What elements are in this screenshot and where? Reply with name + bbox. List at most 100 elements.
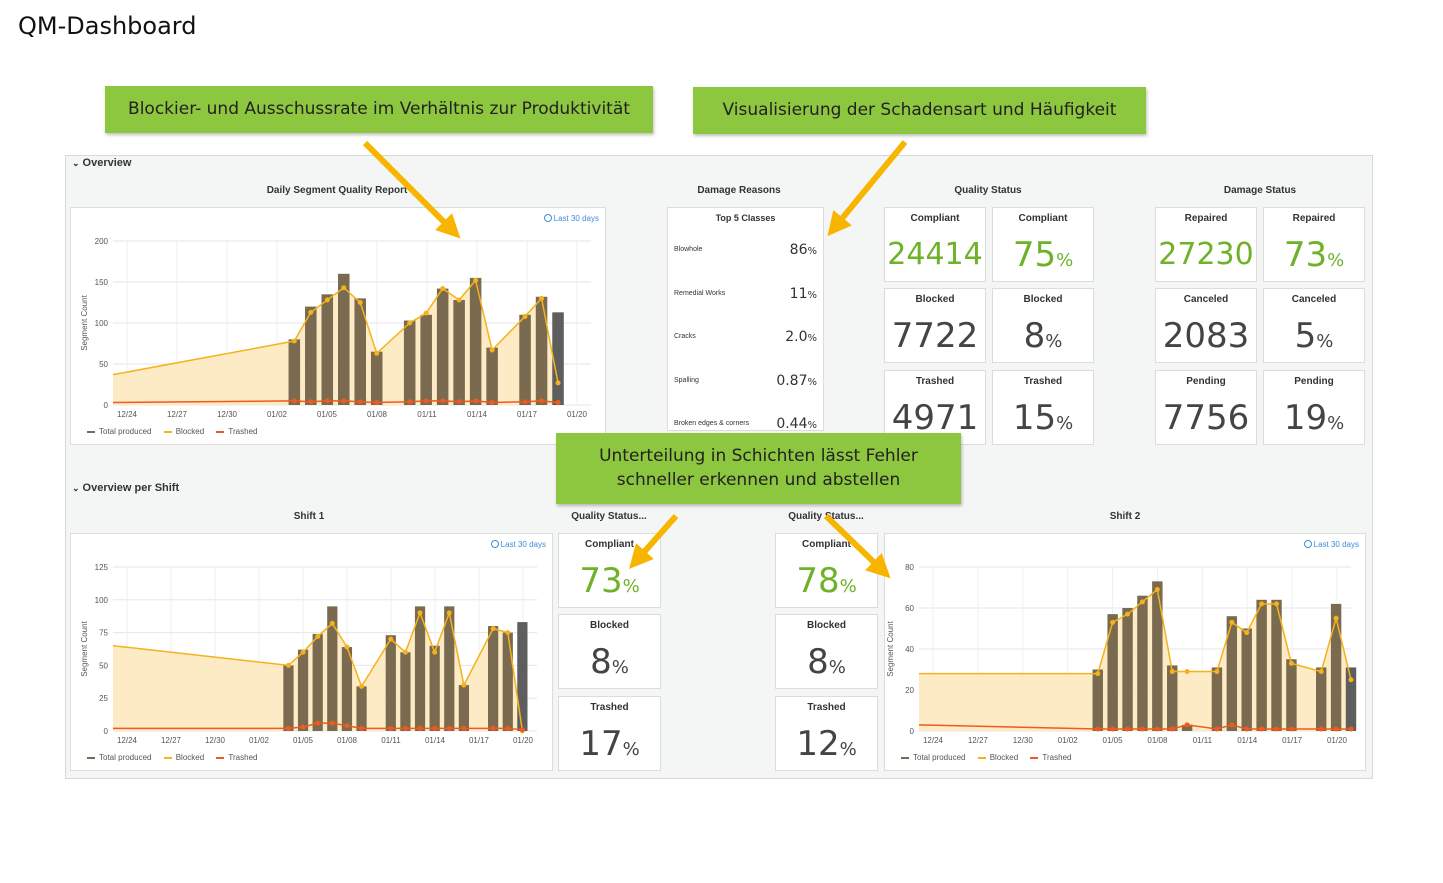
y-tick-label: 150	[95, 278, 109, 287]
stat-value: 27230	[1158, 237, 1254, 272]
time-range-picker[interactable]: Last 30 days	[1303, 540, 1359, 549]
stat-value: 7722	[891, 316, 979, 356]
stat-label: Compliant	[585, 539, 634, 550]
point-trashed	[1110, 726, 1116, 732]
callout-blocking-rate: Blockier- und Ausschussrate im Verhältni…	[105, 86, 653, 133]
damage-value: 0.44%	[776, 416, 817, 432]
point-blocked	[329, 620, 335, 626]
bar-total-produced	[414, 606, 426, 731]
time-range-picker[interactable]: Last 30 days	[490, 540, 546, 549]
damage-status-title: Damage Status	[1223, 185, 1297, 196]
section-overview-toggle[interactable]: ⌄ Overview	[72, 157, 131, 169]
legend-trashed[interactable]: Trashed	[216, 753, 257, 762]
x-tick-label: 01/08	[337, 736, 358, 745]
point-trashed	[407, 399, 413, 405]
stat-value: 73%	[1283, 235, 1345, 275]
shift1-chart: 0 25 50 75 100 125 12/24 12/27 12/30 01/02 01/05 01…	[80, 563, 537, 745]
point-trashed	[374, 400, 380, 406]
chart-legend: Total produced Blocked Trashed	[901, 753, 1081, 762]
time-range-label: Last 30 days	[553, 214, 599, 223]
legend-blocked[interactable]: Blocked	[977, 753, 1018, 762]
daily-report-panel: Last 30 days 0 50 100 150 200 12/24 12/27 12/30…	[70, 207, 606, 445]
legend-blocked[interactable]: Blocked	[163, 753, 205, 762]
legend-trashed[interactable]: Trashed	[1030, 753, 1071, 762]
point-blocked	[539, 295, 545, 301]
legend-total-produced[interactable]: Total produced	[87, 753, 151, 762]
stat-value: 75%	[1012, 235, 1074, 275]
stat-label: Compliant	[1018, 213, 1068, 224]
x-tick-label: 12/24	[117, 736, 138, 745]
stat-value: 2083	[1162, 316, 1250, 356]
shift1-title: Shift 1	[293, 511, 325, 522]
chart-legend: Total produced Blocked Trashed	[87, 427, 267, 436]
shift1-quality-status-title: Quality Status...	[571, 511, 647, 522]
point-trashed	[1214, 726, 1220, 732]
x-tick-label: 01/20	[1327, 736, 1348, 745]
stat-label: Trashed	[915, 376, 955, 387]
bar-total-produced	[486, 347, 498, 405]
y-axis-label: Segment Count	[80, 294, 89, 350]
clock-icon	[1303, 540, 1312, 548]
damage-name: Remedial Works	[674, 290, 726, 297]
point-trashed	[1169, 726, 1175, 732]
bar-total-produced	[535, 296, 548, 405]
point-trashed	[490, 725, 496, 731]
bar-total-produced	[519, 314, 531, 405]
bar-total-produced	[1286, 659, 1297, 731]
point-trashed	[344, 723, 350, 729]
x-tick-label: 01/08	[367, 410, 388, 419]
stat-value: 8%	[1023, 316, 1063, 356]
x-tick-label: 12/27	[167, 410, 188, 419]
point-blocked	[1348, 677, 1354, 683]
section-per-shift-toggle[interactable]: ⌄ Overview per Shift	[72, 482, 179, 494]
legend-blocked[interactable]: Blocked	[163, 427, 204, 436]
point-blocked	[522, 313, 528, 319]
point-trashed	[357, 399, 363, 405]
point-blocked	[1169, 669, 1175, 675]
point-trashed	[1244, 726, 1250, 732]
point-trashed	[440, 398, 446, 404]
time-range-picker[interactable]: Last 30 days	[543, 214, 599, 223]
point-blocked	[1184, 669, 1190, 675]
y-tick-label: 80	[905, 563, 914, 572]
point-trashed	[446, 725, 452, 731]
bar-total-produced	[1137, 595, 1148, 731]
point-trashed	[539, 398, 545, 404]
legend-trashed[interactable]: Trashed	[216, 427, 257, 436]
x-tick-label: 01/20	[513, 736, 534, 745]
point-trashed	[1229, 722, 1235, 728]
point-trashed	[341, 398, 347, 404]
x-tick-label: 01/11	[381, 736, 401, 745]
x-tick-label: 01/05	[1103, 736, 1124, 745]
legend-label: Blocked	[175, 753, 205, 762]
bar-total-produced	[370, 351, 383, 405]
bar-total-produced	[327, 606, 338, 731]
line-trashed	[112, 400, 559, 404]
y-tick-label: 0	[104, 727, 109, 736]
section-label: Overview	[82, 157, 132, 169]
stat-value: 24414	[887, 237, 983, 272]
shift2-title: Shift 2	[1109, 511, 1141, 522]
line-blocked	[112, 610, 524, 732]
stat-label: Trashed	[1023, 376, 1063, 387]
x-tick-label: 01/05	[317, 410, 338, 419]
bar-total-produced	[1315, 667, 1327, 731]
legend-total-produced[interactable]: Total produced	[901, 753, 965, 762]
bar-total-produced	[453, 300, 465, 405]
stat-label: Repaired	[1292, 213, 1336, 224]
bar-total-produced	[1181, 724, 1193, 731]
shift1-blocked-pct: Blocked 8%	[558, 614, 661, 689]
x-tick-label: 12/24	[923, 736, 944, 745]
legend-label: Total produced	[99, 427, 152, 436]
daily-report-chart: 0 50 100 150 200 12/24 12/27 12/30 01/02 01/05 01/…	[80, 237, 591, 419]
stat-value: 4971	[891, 398, 979, 438]
legend-label: Total produced	[913, 753, 966, 762]
point-trashed	[315, 720, 321, 726]
shift1-trashed-pct: Trashed 17%	[558, 696, 661, 771]
stat-label: Pending	[1294, 376, 1334, 387]
bar-total-produced	[283, 665, 294, 731]
legend-label: Total produced	[99, 753, 152, 762]
legend-total-produced[interactable]: Total produced	[87, 427, 151, 436]
point-blocked	[1318, 669, 1324, 675]
clock-icon	[543, 214, 552, 222]
